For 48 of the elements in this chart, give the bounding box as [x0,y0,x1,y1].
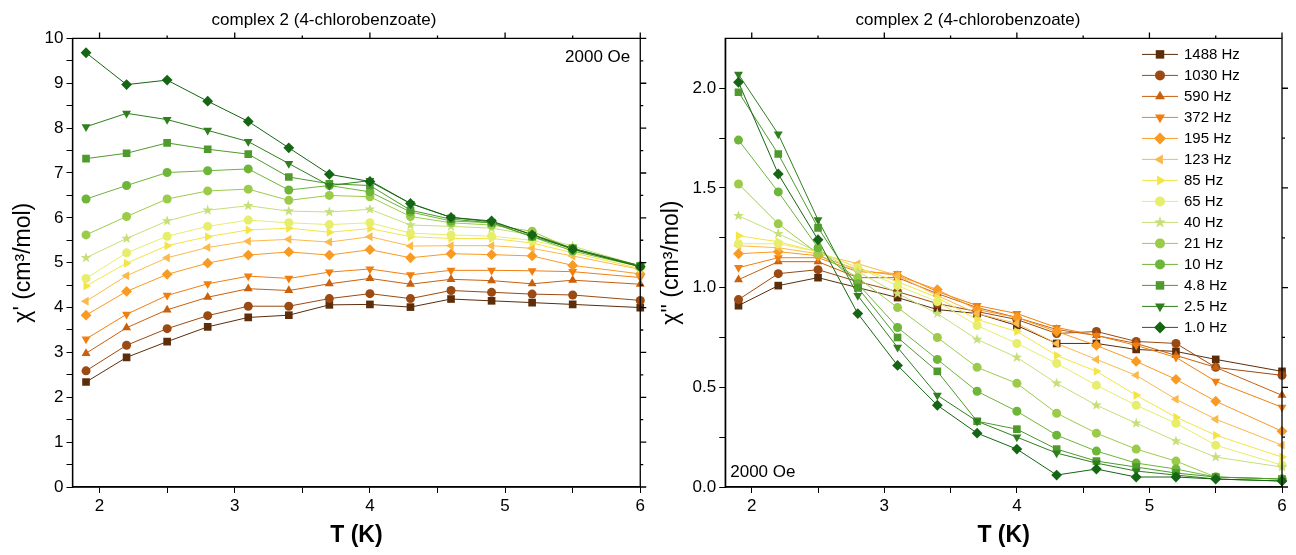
legend-label: 1030 Hz [1184,65,1240,83]
x-axis-title: T (K) [330,520,383,547]
legend-label: 21 Hz [1184,233,1224,251]
x-tick-label: 2 [747,495,757,515]
y-tick-label: 1 [54,431,64,451]
legend-label: 590 Hz [1184,86,1232,104]
y-tick-label: 9 [54,72,64,92]
legend-label: 123 Hz [1184,149,1232,167]
legend-label: 4.8 Hz [1184,275,1228,293]
legend-label: 1.0 Hz [1184,317,1228,335]
y-tick-label: 8 [54,117,64,137]
y-tick-label: 6 [54,207,64,227]
y-tick-label: 7 [54,162,64,182]
chart-title: complex 2 (4-chlorobenzoate) [855,9,1081,29]
y-tick-label: 1.5 [692,177,717,197]
y-tick-label: 0.5 [692,377,717,396]
legend-label: 195 Hz [1184,128,1232,146]
y-tick-label: 2.0 [692,77,717,97]
y-tick-label: 1.0 [692,277,717,297]
x-tick-label: 2 [94,495,105,515]
chart-title: complex 2 (4-chlorobenzoate) [211,9,437,29]
y-axis-title: χ'' (cm³/mol) [657,200,684,325]
legend-label: 40 Hz [1184,212,1224,230]
y-axis-title: χ' (cm³/mol) [9,202,36,323]
x-tick-label: 4 [365,495,375,515]
x-tick-label: 6 [635,495,646,515]
legend-label: 2.5 Hz [1184,296,1228,314]
y-tick-label: 3 [54,342,64,362]
x-tick-label: 5 [500,495,510,515]
y-tick-label: 5 [54,252,64,272]
y-tick-label: 0.0 [692,476,717,496]
legend-label: 372 Hz [1184,107,1232,125]
x-tick-label: 3 [229,495,240,515]
legend-label: 85 Hz [1184,170,1224,188]
y-tick-label: 0 [54,476,64,496]
legend-label: 1488 Hz [1184,44,1240,62]
legend-label: 10 Hz [1184,254,1224,272]
annotation: 2000 Oe [730,462,796,482]
legend-label: 65 Hz [1184,191,1224,209]
x-axis-title: T (K) [977,520,1030,547]
x-tick-label: 6 [1277,495,1287,515]
x-tick-label: 3 [879,495,890,515]
x-tick-label: 4 [1012,495,1022,515]
y-tick-label: 2 [54,386,64,406]
y-tick-label: 10 [44,28,64,48]
x-tick-label: 5 [1144,495,1155,515]
y-tick-label: 4 [54,297,64,317]
annotation: 2000 Oe [565,46,631,66]
